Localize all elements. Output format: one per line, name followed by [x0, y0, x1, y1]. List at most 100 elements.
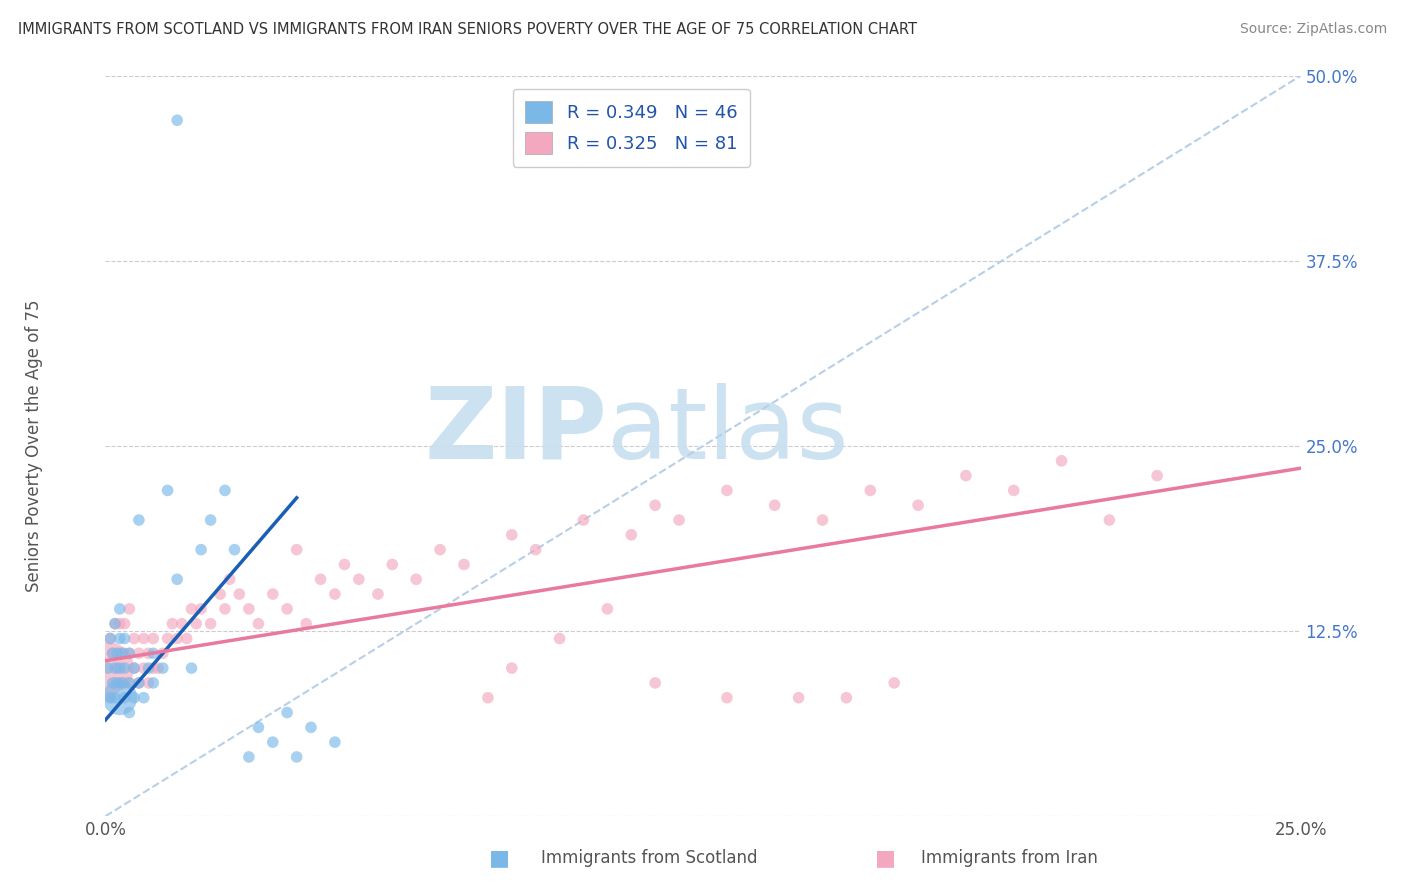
Point	[98, 632, 121, 646]
Point	[190, 602, 212, 616]
Point	[162, 616, 184, 631]
Point	[132, 632, 155, 646]
Point	[367, 587, 389, 601]
Legend: R = 0.349   N = 46, R = 0.325   N = 81: R = 0.349 N = 46, R = 0.325 N = 81	[513, 88, 749, 167]
Point	[907, 498, 929, 512]
Point	[108, 676, 131, 690]
Point	[122, 632, 145, 646]
Point	[299, 720, 322, 734]
Point	[405, 572, 427, 586]
Point	[333, 558, 356, 572]
Point	[276, 706, 298, 720]
Point	[108, 602, 131, 616]
Point	[295, 616, 318, 631]
Point	[108, 616, 131, 631]
Point	[214, 602, 236, 616]
Point	[572, 513, 595, 527]
Point	[118, 706, 141, 720]
Point	[128, 513, 150, 527]
Text: Immigrants from Scotland: Immigrants from Scotland	[541, 849, 758, 867]
Point	[190, 542, 212, 557]
Point	[501, 661, 523, 675]
Point	[186, 616, 208, 631]
Point	[114, 646, 136, 660]
Point	[200, 616, 222, 631]
Point	[180, 661, 202, 675]
Point	[214, 483, 236, 498]
Point	[118, 602, 141, 616]
Point	[118, 646, 141, 660]
Point	[1050, 454, 1073, 468]
Point	[111, 676, 134, 690]
Point	[644, 498, 666, 512]
Point	[104, 616, 127, 631]
Point	[238, 602, 260, 616]
Point	[142, 632, 165, 646]
Point	[955, 468, 977, 483]
Point	[247, 720, 270, 734]
Point	[716, 690, 738, 705]
Point	[166, 113, 188, 128]
Point	[453, 558, 475, 572]
Point	[262, 735, 284, 749]
Y-axis label: Seniors Poverty Over the Age of 75: Seniors Poverty Over the Age of 75	[25, 300, 44, 592]
Point	[118, 646, 141, 660]
Point	[108, 661, 131, 675]
Point	[97, 661, 120, 675]
Point	[429, 542, 451, 557]
Point	[668, 513, 690, 527]
Point	[132, 690, 155, 705]
Point	[477, 690, 499, 705]
Point	[108, 632, 131, 646]
Point	[98, 690, 121, 705]
Point	[138, 676, 160, 690]
Point	[501, 528, 523, 542]
Point	[716, 483, 738, 498]
Point	[200, 513, 222, 527]
Point	[218, 572, 240, 586]
Point	[285, 542, 308, 557]
Point	[104, 616, 127, 631]
Point	[620, 528, 643, 542]
Point	[883, 676, 905, 690]
Point	[142, 676, 165, 690]
Point	[142, 661, 165, 675]
Point	[138, 646, 160, 660]
Point	[1002, 483, 1025, 498]
Point	[108, 690, 131, 705]
Point	[285, 750, 308, 764]
Point	[170, 616, 193, 631]
Point	[166, 632, 188, 646]
Point	[114, 616, 136, 631]
Point	[97, 661, 120, 675]
Point	[101, 676, 124, 690]
Point	[101, 646, 124, 660]
Point	[644, 676, 666, 690]
Point	[1098, 513, 1121, 527]
Point	[811, 513, 834, 527]
Text: ■: ■	[876, 848, 896, 868]
Point	[114, 690, 136, 705]
Point	[228, 587, 250, 601]
Point	[114, 661, 136, 675]
Point	[128, 646, 150, 660]
Point	[114, 632, 136, 646]
Point	[156, 483, 179, 498]
Point	[146, 661, 169, 675]
Point	[132, 661, 155, 675]
Point	[98, 632, 121, 646]
Point	[381, 558, 404, 572]
Point	[122, 690, 145, 705]
Point	[122, 661, 145, 675]
Point	[156, 632, 179, 646]
Point	[224, 542, 246, 557]
Text: Source: ZipAtlas.com: Source: ZipAtlas.com	[1240, 22, 1388, 37]
Point	[152, 661, 174, 675]
Point	[138, 661, 160, 675]
Point	[309, 572, 332, 586]
Point	[323, 735, 346, 749]
Point	[104, 661, 127, 675]
Point	[118, 676, 141, 690]
Point	[101, 646, 124, 660]
Text: IMMIGRANTS FROM SCOTLAND VS IMMIGRANTS FROM IRAN SENIORS POVERTY OVER THE AGE OF: IMMIGRANTS FROM SCOTLAND VS IMMIGRANTS F…	[18, 22, 917, 37]
